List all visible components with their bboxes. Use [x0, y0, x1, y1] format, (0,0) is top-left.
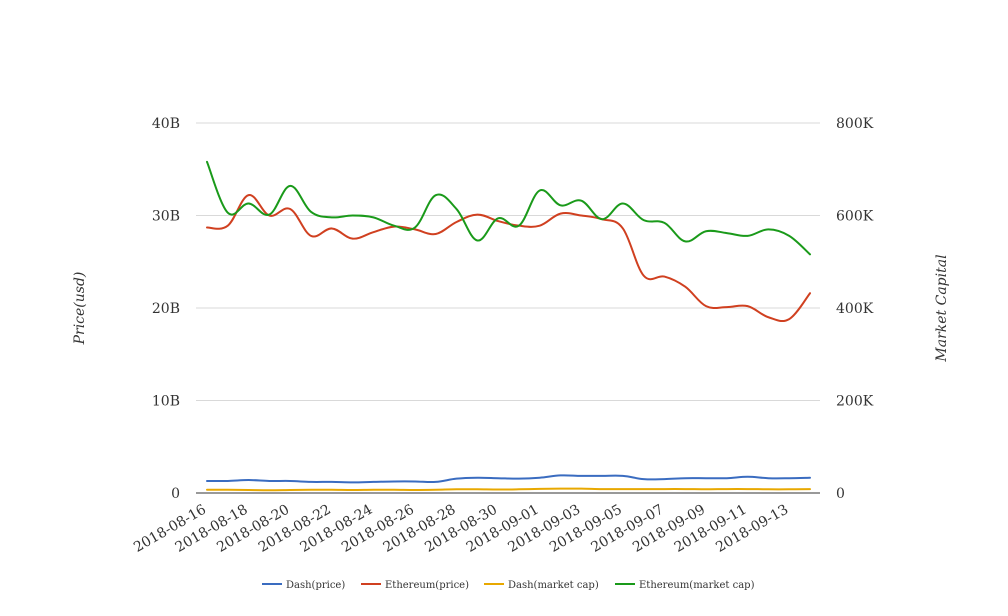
- series-lines: [206, 160, 811, 492]
- series-line-dash-market-cap: [206, 487, 811, 492]
- left-axis-ticks: 0 10B 20B 30B 40B: [152, 116, 180, 502]
- left-axis-title: Price(usd): [72, 272, 88, 346]
- legend-label-dash-price: Dash(price): [286, 580, 345, 591]
- left-tick-label: 10B: [152, 394, 180, 410]
- left-tick-label: 20B: [152, 301, 180, 317]
- legend-label-ethereum-market-cap: Ethereum(market cap): [639, 580, 755, 591]
- legend: Dash(price) Ethereum(price) Dash(market ca…: [262, 580, 755, 591]
- left-tick-label: 40B: [152, 116, 180, 132]
- series-line-dash-price: [206, 474, 811, 484]
- series-line-ethereum-market-cap: [206, 160, 811, 256]
- right-axis-ticks: 0 200K 400K 600K 800K: [836, 116, 874, 502]
- gridlines: [196, 122, 820, 401]
- left-tick-label: 0: [171, 486, 180, 502]
- series-line-ethereum-price: [206, 194, 811, 323]
- right-tick-label: 200K: [836, 394, 874, 410]
- legend-label-dash-market-cap: Dash(market cap): [508, 580, 599, 591]
- legend-label-ethereum-price: Ethereum(price): [385, 580, 469, 591]
- x-axis-ticks: 2018-08-162018-08-182018-08-202018-08-22…: [131, 502, 791, 556]
- right-tick-label: 400K: [836, 301, 874, 317]
- right-tick-label: 800K: [836, 116, 874, 132]
- right-axis-title: Market Capital: [934, 254, 950, 362]
- right-tick-label: 0: [836, 486, 845, 502]
- left-tick-label: 30B: [152, 209, 180, 225]
- right-tick-label: 600K: [836, 209, 874, 225]
